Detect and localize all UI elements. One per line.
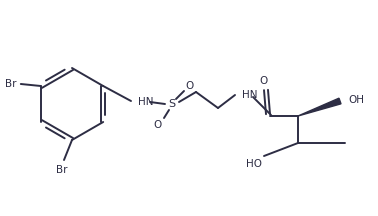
Text: OH: OH — [348, 95, 364, 105]
Text: HN: HN — [242, 90, 257, 100]
Text: Br: Br — [5, 79, 17, 89]
Text: S: S — [169, 99, 175, 109]
Text: HO: HO — [246, 159, 262, 169]
Text: Br: Br — [56, 165, 68, 175]
Text: HN: HN — [138, 97, 153, 107]
Text: O: O — [154, 120, 162, 130]
Text: O: O — [260, 76, 268, 86]
Polygon shape — [298, 98, 341, 116]
Text: O: O — [186, 81, 194, 91]
